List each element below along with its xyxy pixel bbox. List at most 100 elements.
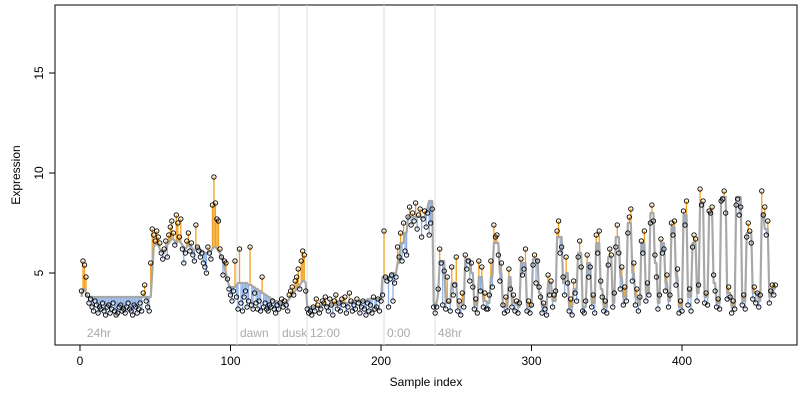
point: [444, 274, 450, 280]
point: [235, 306, 241, 312]
point: [617, 286, 623, 292]
point: [315, 302, 321, 308]
point: [259, 274, 265, 280]
point: [455, 308, 461, 314]
point: [703, 290, 709, 296]
point: [616, 250, 622, 256]
point: [450, 292, 456, 298]
y-tick-label: 10: [32, 166, 46, 180]
point: [409, 210, 416, 216]
point: [527, 310, 533, 316]
point: [142, 282, 148, 288]
point: [557, 250, 563, 256]
point: [285, 308, 291, 314]
point: [152, 238, 158, 244]
point: [656, 292, 663, 298]
point: [158, 250, 164, 256]
point: [114, 310, 121, 316]
point: [406, 204, 413, 210]
point: [408, 222, 414, 228]
point: [229, 298, 235, 304]
point: [581, 310, 587, 316]
point: [462, 252, 468, 258]
point: [357, 310, 363, 316]
point: [548, 278, 554, 284]
point: [122, 310, 128, 316]
point: [652, 252, 658, 258]
point: [509, 304, 515, 310]
point: [78, 288, 85, 294]
point: [727, 294, 733, 300]
point: [759, 188, 765, 194]
point: [411, 218, 417, 224]
x-tick-label: 0: [77, 354, 84, 368]
point: [479, 264, 485, 270]
point: [438, 260, 444, 266]
point: [719, 196, 726, 202]
point: [525, 298, 532, 304]
point: [321, 300, 327, 306]
point: [303, 288, 309, 294]
point: [486, 292, 493, 298]
point: [283, 302, 289, 308]
point: [230, 288, 237, 294]
point: [149, 226, 155, 232]
point: [745, 220, 751, 226]
point: [637, 294, 643, 300]
point: [166, 232, 172, 238]
point: [437, 246, 443, 252]
point: [710, 272, 717, 278]
annotation-label: 12:00: [310, 326, 340, 340]
point: [577, 238, 583, 244]
point: [694, 298, 700, 304]
point: [423, 224, 429, 230]
point: [239, 308, 246, 314]
point: [747, 228, 753, 234]
point: [730, 298, 736, 304]
point: [732, 306, 738, 312]
point: [610, 304, 616, 310]
point: [130, 312, 136, 318]
point: [238, 300, 244, 306]
point: [685, 302, 691, 308]
point: [175, 220, 181, 226]
point: [598, 278, 604, 284]
y-tick-label: 15: [32, 66, 46, 80]
point: [677, 298, 684, 304]
point: [181, 260, 187, 266]
plot-frame: [54, 4, 798, 346]
point: [649, 202, 655, 208]
point: [215, 218, 222, 224]
point: [425, 210, 431, 216]
point: [400, 220, 407, 226]
point: [151, 232, 157, 238]
point: [426, 232, 432, 238]
point: [313, 296, 319, 302]
point: [157, 240, 163, 246]
point: [393, 274, 399, 280]
point: [202, 264, 208, 270]
point: [396, 254, 402, 260]
point: [593, 232, 599, 238]
point: [640, 250, 646, 256]
point: [467, 278, 473, 284]
point: [390, 298, 396, 304]
point: [653, 274, 660, 280]
point: [765, 218, 771, 224]
point: [536, 284, 542, 290]
point: [369, 310, 375, 316]
point: [187, 248, 193, 254]
point: [555, 218, 562, 224]
point: [325, 308, 331, 314]
point: [99, 300, 106, 306]
point: [564, 280, 571, 286]
point: [399, 258, 405, 264]
point: [674, 266, 681, 272]
point: [223, 260, 229, 266]
point: [420, 216, 426, 222]
point: [750, 296, 756, 302]
point: [741, 292, 747, 298]
y-axis-title: Expression: [9, 145, 23, 204]
point: [385, 304, 392, 310]
point: [251, 290, 258, 296]
